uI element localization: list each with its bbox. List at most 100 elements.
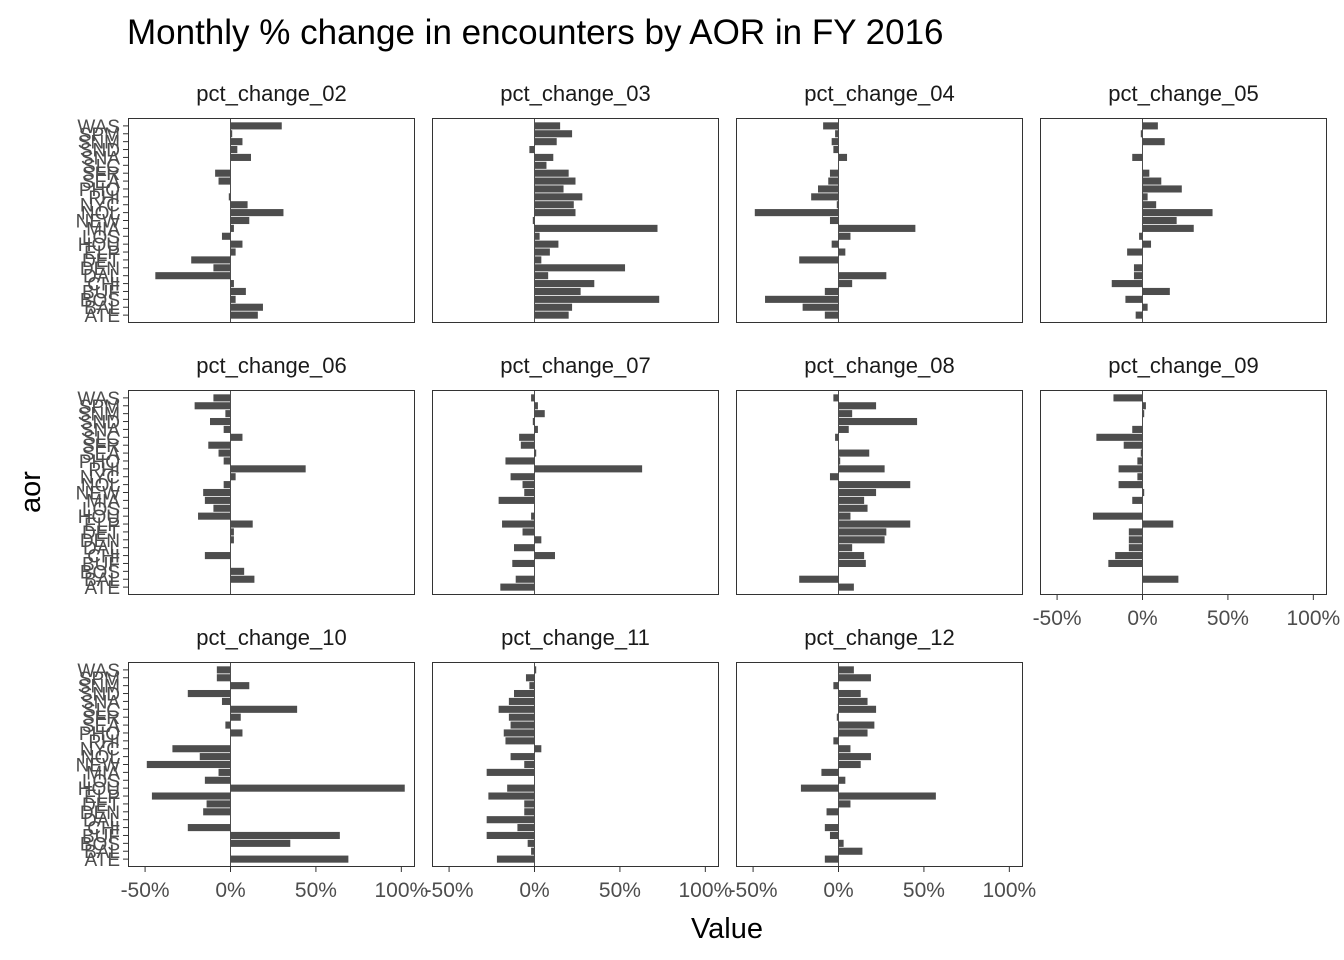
y-tick-label: HOU	[78, 779, 120, 800]
bar-det	[206, 800, 231, 808]
bar-los	[221, 232, 231, 240]
y-tick-label: DET	[82, 523, 120, 544]
bar-spm	[230, 130, 233, 138]
bar-nol	[223, 481, 231, 489]
bar-dal	[1128, 544, 1143, 552]
y-tick-label: SEA	[82, 172, 120, 193]
bar-new	[1142, 488, 1145, 497]
bar-nyc	[510, 473, 535, 481]
y-tick-label: SPM	[79, 669, 120, 690]
bar-hou	[531, 512, 535, 520]
bar-nol	[199, 753, 231, 761]
bar-bal	[838, 847, 863, 855]
bar-new	[230, 216, 250, 225]
bar-sea	[218, 449, 231, 457]
bar-bal	[230, 575, 255, 583]
bar-new	[524, 760, 535, 769]
bar-bal	[230, 303, 263, 311]
bar-atl	[824, 311, 839, 319]
x-tick-label: 100%	[374, 879, 428, 902]
bar-hou	[800, 784, 839, 792]
bar-nol	[230, 209, 284, 217]
bar-elp	[230, 520, 253, 528]
y-tick-label: WAS	[77, 661, 120, 682]
bar-spm	[534, 130, 573, 138]
y-tick-label: CHI	[87, 547, 120, 568]
bar-bos	[838, 839, 844, 847]
y-tick-label: BUF	[82, 826, 120, 847]
y-tick-label: NOL	[81, 476, 120, 497]
y-tick-label: LOS	[82, 771, 120, 792]
bar-bal	[802, 303, 839, 311]
bar-chi	[230, 280, 234, 288]
x-tick-label: 0%	[215, 879, 245, 902]
bar-dal	[155, 272, 231, 280]
y-tick-label: DEN	[80, 259, 120, 280]
bar-den	[534, 536, 542, 544]
y-tick-label: SFR	[82, 436, 120, 457]
y-tick-label: PHI	[88, 732, 120, 753]
y-tick-label: ATE	[84, 578, 120, 599]
x-tick-label: -50%	[1033, 607, 1082, 630]
bar-sna	[223, 425, 231, 433]
bar-elp	[230, 248, 236, 256]
bar-chi	[534, 280, 595, 288]
y-tick-label: MIA	[86, 491, 120, 512]
facet-strip-label: pct_change_04	[804, 81, 954, 106]
y-tick-label: HOU	[78, 507, 120, 528]
y-tick-label: SNM	[78, 405, 120, 426]
x-tick-label: 100%	[678, 879, 732, 902]
x-tick-label: 50%	[903, 879, 945, 902]
bar-was	[534, 666, 537, 674]
bar-atl	[230, 855, 349, 863]
bar-chi	[1111, 280, 1143, 288]
y-tick-label: WAS	[77, 117, 120, 138]
panel-border	[736, 662, 1023, 867]
y-tick-label: SEA	[82, 444, 120, 465]
bar-was	[534, 122, 561, 130]
y-tick-label: ATE	[84, 306, 120, 327]
y-tick-label: DET	[82, 251, 120, 272]
bar-snd	[210, 417, 231, 426]
bar-spm	[216, 674, 231, 682]
panel-border	[128, 390, 415, 595]
y-tick-label: ELP	[84, 243, 120, 264]
bar-sfr	[520, 441, 535, 449]
bar-nyc	[1137, 473, 1143, 481]
bar-phi	[811, 193, 839, 201]
bar-snd	[833, 145, 839, 154]
y-tick-label: ATE	[84, 850, 120, 871]
bar-bal	[515, 575, 535, 583]
bar-det	[230, 528, 234, 536]
y-tick-label: SND	[80, 141, 120, 162]
y-tick-label: SLC	[83, 700, 120, 721]
y-tick-label: NYC	[80, 468, 120, 489]
bar-chi	[824, 824, 839, 832]
panel-border	[1040, 390, 1327, 595]
facet-panel: pct_change_03	[432, 81, 719, 323]
bar-new	[838, 488, 877, 497]
bar-sea	[838, 721, 875, 729]
facet-panel: pct_change_05	[1040, 81, 1327, 323]
bar-bos	[230, 839, 291, 847]
bar-det	[799, 256, 839, 264]
bar-mia	[1142, 224, 1194, 232]
bar-nol	[510, 753, 535, 761]
bar-phi	[228, 193, 231, 201]
bar-snd	[230, 145, 238, 154]
bar-was	[230, 122, 282, 130]
bar-nyc	[829, 473, 839, 481]
y-tick-label: NOL	[81, 748, 120, 769]
bar-buf	[1108, 559, 1143, 568]
bar-los	[1139, 232, 1143, 240]
bar-chi	[838, 280, 853, 288]
bar-phi	[1118, 465, 1143, 473]
bar-spm	[194, 402, 231, 410]
bar-sna	[230, 153, 251, 161]
facet-panel: pct_change_07	[432, 353, 719, 595]
y-tick-label: PHI	[88, 460, 120, 481]
y-tick-label: LOS	[82, 499, 120, 520]
bar-nyc	[1142, 201, 1157, 209]
y-tick-label: PHO	[79, 180, 120, 201]
bar-sea	[534, 177, 576, 185]
